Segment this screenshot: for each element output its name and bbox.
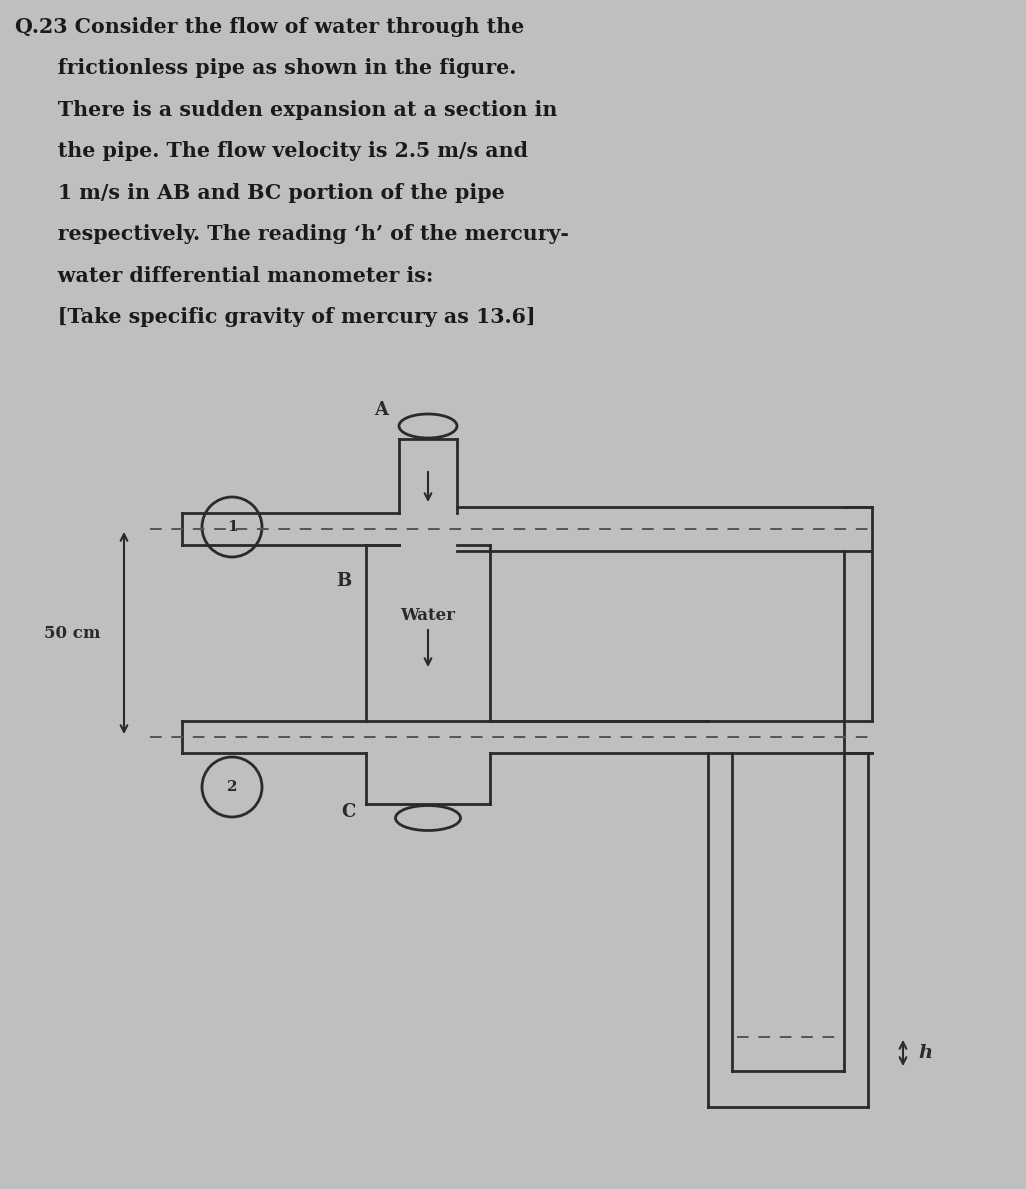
Text: C: C (341, 803, 355, 820)
Text: water differential manometer is:: water differential manometer is: (15, 266, 433, 287)
Text: Water: Water (400, 606, 456, 623)
Text: B: B (337, 572, 352, 590)
Text: A: A (374, 401, 388, 419)
Text: frictionless pipe as shown in the figure.: frictionless pipe as shown in the figure… (15, 58, 516, 78)
Text: [Take specific gravity of mercury as 13.6]: [Take specific gravity of mercury as 13.… (15, 308, 536, 327)
Text: There is a sudden expansion at a section in: There is a sudden expansion at a section… (15, 100, 557, 120)
Text: h: h (918, 1044, 932, 1062)
Text: 2: 2 (227, 780, 237, 794)
Text: the pipe. The flow velocity is 2.5 m/s and: the pipe. The flow velocity is 2.5 m/s a… (15, 141, 528, 162)
Text: Q.23 Consider the flow of water through the: Q.23 Consider the flow of water through … (15, 17, 524, 37)
Text: respectively. The reading ‘h’ of the mercury-: respectively. The reading ‘h’ of the mer… (15, 225, 568, 245)
Text: 1 m/s in AB and BC portion of the pipe: 1 m/s in AB and BC portion of the pipe (15, 183, 505, 203)
Text: 1: 1 (227, 520, 237, 534)
Text: 50 cm: 50 cm (44, 624, 101, 642)
